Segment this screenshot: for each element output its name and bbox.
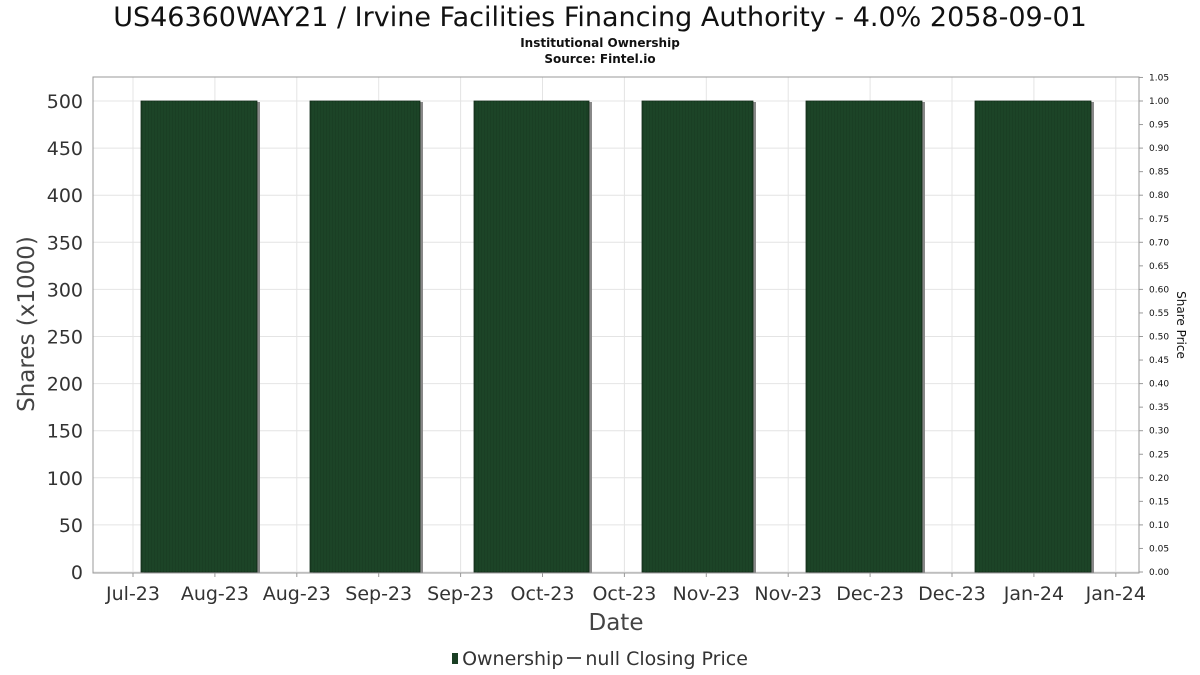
ownership-legend-swatch xyxy=(452,653,459,664)
y2-tick-label: 1.05 xyxy=(1149,73,1169,83)
y-tick-label: 100 xyxy=(47,468,83,490)
y-tick-label: 250 xyxy=(47,327,83,349)
legend-price-label: null Closing Price xyxy=(585,648,748,670)
ownership-bar xyxy=(473,100,590,573)
y-tick-label: 300 xyxy=(47,279,83,301)
x-tick-label: Sep-23 xyxy=(427,583,494,605)
y2-tick-label: 0.95 xyxy=(1149,121,1169,131)
y2-tick-label: 0.10 xyxy=(1149,521,1169,531)
y2-tick-label: 0.15 xyxy=(1149,497,1169,507)
legend-ownership-label: Ownership xyxy=(462,648,564,670)
y2-tick-label: 0.20 xyxy=(1149,474,1169,484)
y2-tick-label: 0.55 xyxy=(1149,309,1169,319)
chart-title: US46360WAY21 / Irvine Facilities Financi… xyxy=(113,2,1087,33)
y-tick-label: 150 xyxy=(47,421,83,443)
legend: Ownership null Closing Price xyxy=(0,648,1200,670)
y2-axis-title: Share Price xyxy=(1174,291,1188,359)
y-tick-label: 50 xyxy=(59,515,83,537)
y2-tick-label: 0.80 xyxy=(1149,191,1169,201)
y2-tick-label: 0.45 xyxy=(1149,356,1169,366)
ownership-bar xyxy=(974,100,1092,573)
x-tick-label: Nov-23 xyxy=(754,583,822,605)
y2-tick-label: 0.50 xyxy=(1149,333,1169,343)
y2-tick-label: 0.60 xyxy=(1149,285,1169,295)
ownership-bar xyxy=(805,100,923,573)
y-axis-title: Shares (x1000) xyxy=(14,236,40,412)
y-tick-label: 400 xyxy=(47,185,83,207)
y2-tick-label: 1.00 xyxy=(1149,97,1169,107)
chart-subtitle: Institutional Ownership xyxy=(520,36,680,50)
y-tick-label: 450 xyxy=(47,138,83,160)
y2-tick-label: 0.70 xyxy=(1149,238,1169,248)
x-axis-title: Date xyxy=(589,610,644,636)
y-axis-left: 0 50 100 150 200 250 300 350 400 450 500 xyxy=(47,91,83,584)
x-tick-label: Sep-23 xyxy=(345,583,412,605)
y2-tick-label: 0.65 xyxy=(1149,262,1169,272)
y-tick-label: 200 xyxy=(47,374,83,396)
plot-frame xyxy=(92,76,1140,574)
y2-tick-label: 0.90 xyxy=(1149,144,1169,154)
x-axis: Jul-23 Aug-23 Aug-23 Sep-23 Sep-23 Oct-23 Oct-… xyxy=(105,573,1146,605)
y-tick-label: 500 xyxy=(47,91,83,113)
y-axis-right: 0.00 0.05 0.10 0.15 0.20 0.25 0.30 0.35 0.40 0.45… xyxy=(1139,73,1169,578)
y2-tick-label: 0.00 xyxy=(1149,568,1169,578)
y2-tick-label: 0.85 xyxy=(1149,168,1169,178)
ownership-bar xyxy=(140,100,258,573)
x-tick-label: Jul-23 xyxy=(105,583,160,605)
x-tick-label: Oct-23 xyxy=(511,583,575,605)
x-tick-label: Dec-23 xyxy=(836,583,904,605)
y-tick-label: 0 xyxy=(71,562,83,584)
x-tick-label: Aug-23 xyxy=(263,583,331,605)
y2-tick-label: 0.05 xyxy=(1149,544,1169,554)
chart-source: Source: Fintel.io xyxy=(544,52,656,66)
x-tick-label: Jan-24 xyxy=(1003,583,1064,605)
price-legend-swatch xyxy=(567,657,582,659)
bars-layer xyxy=(140,100,1094,573)
y2-tick-label: 0.75 xyxy=(1149,215,1169,225)
x-tick-label: Dec-23 xyxy=(918,583,986,605)
x-tick-label: Aug-23 xyxy=(181,583,249,605)
y2-tick-label: 0.25 xyxy=(1149,450,1169,460)
y-tick-label: 350 xyxy=(47,232,83,254)
x-tick-label: Jan-24 xyxy=(1085,583,1146,605)
x-tick-label: Nov-23 xyxy=(672,583,740,605)
ownership-bar xyxy=(641,100,754,573)
y2-tick-label: 0.30 xyxy=(1149,427,1169,437)
y2-tick-label: 0.35 xyxy=(1149,403,1169,413)
x-tick-label: Oct-23 xyxy=(592,583,656,605)
ownership-bar xyxy=(309,100,421,573)
y2-tick-label: 0.40 xyxy=(1149,380,1169,390)
